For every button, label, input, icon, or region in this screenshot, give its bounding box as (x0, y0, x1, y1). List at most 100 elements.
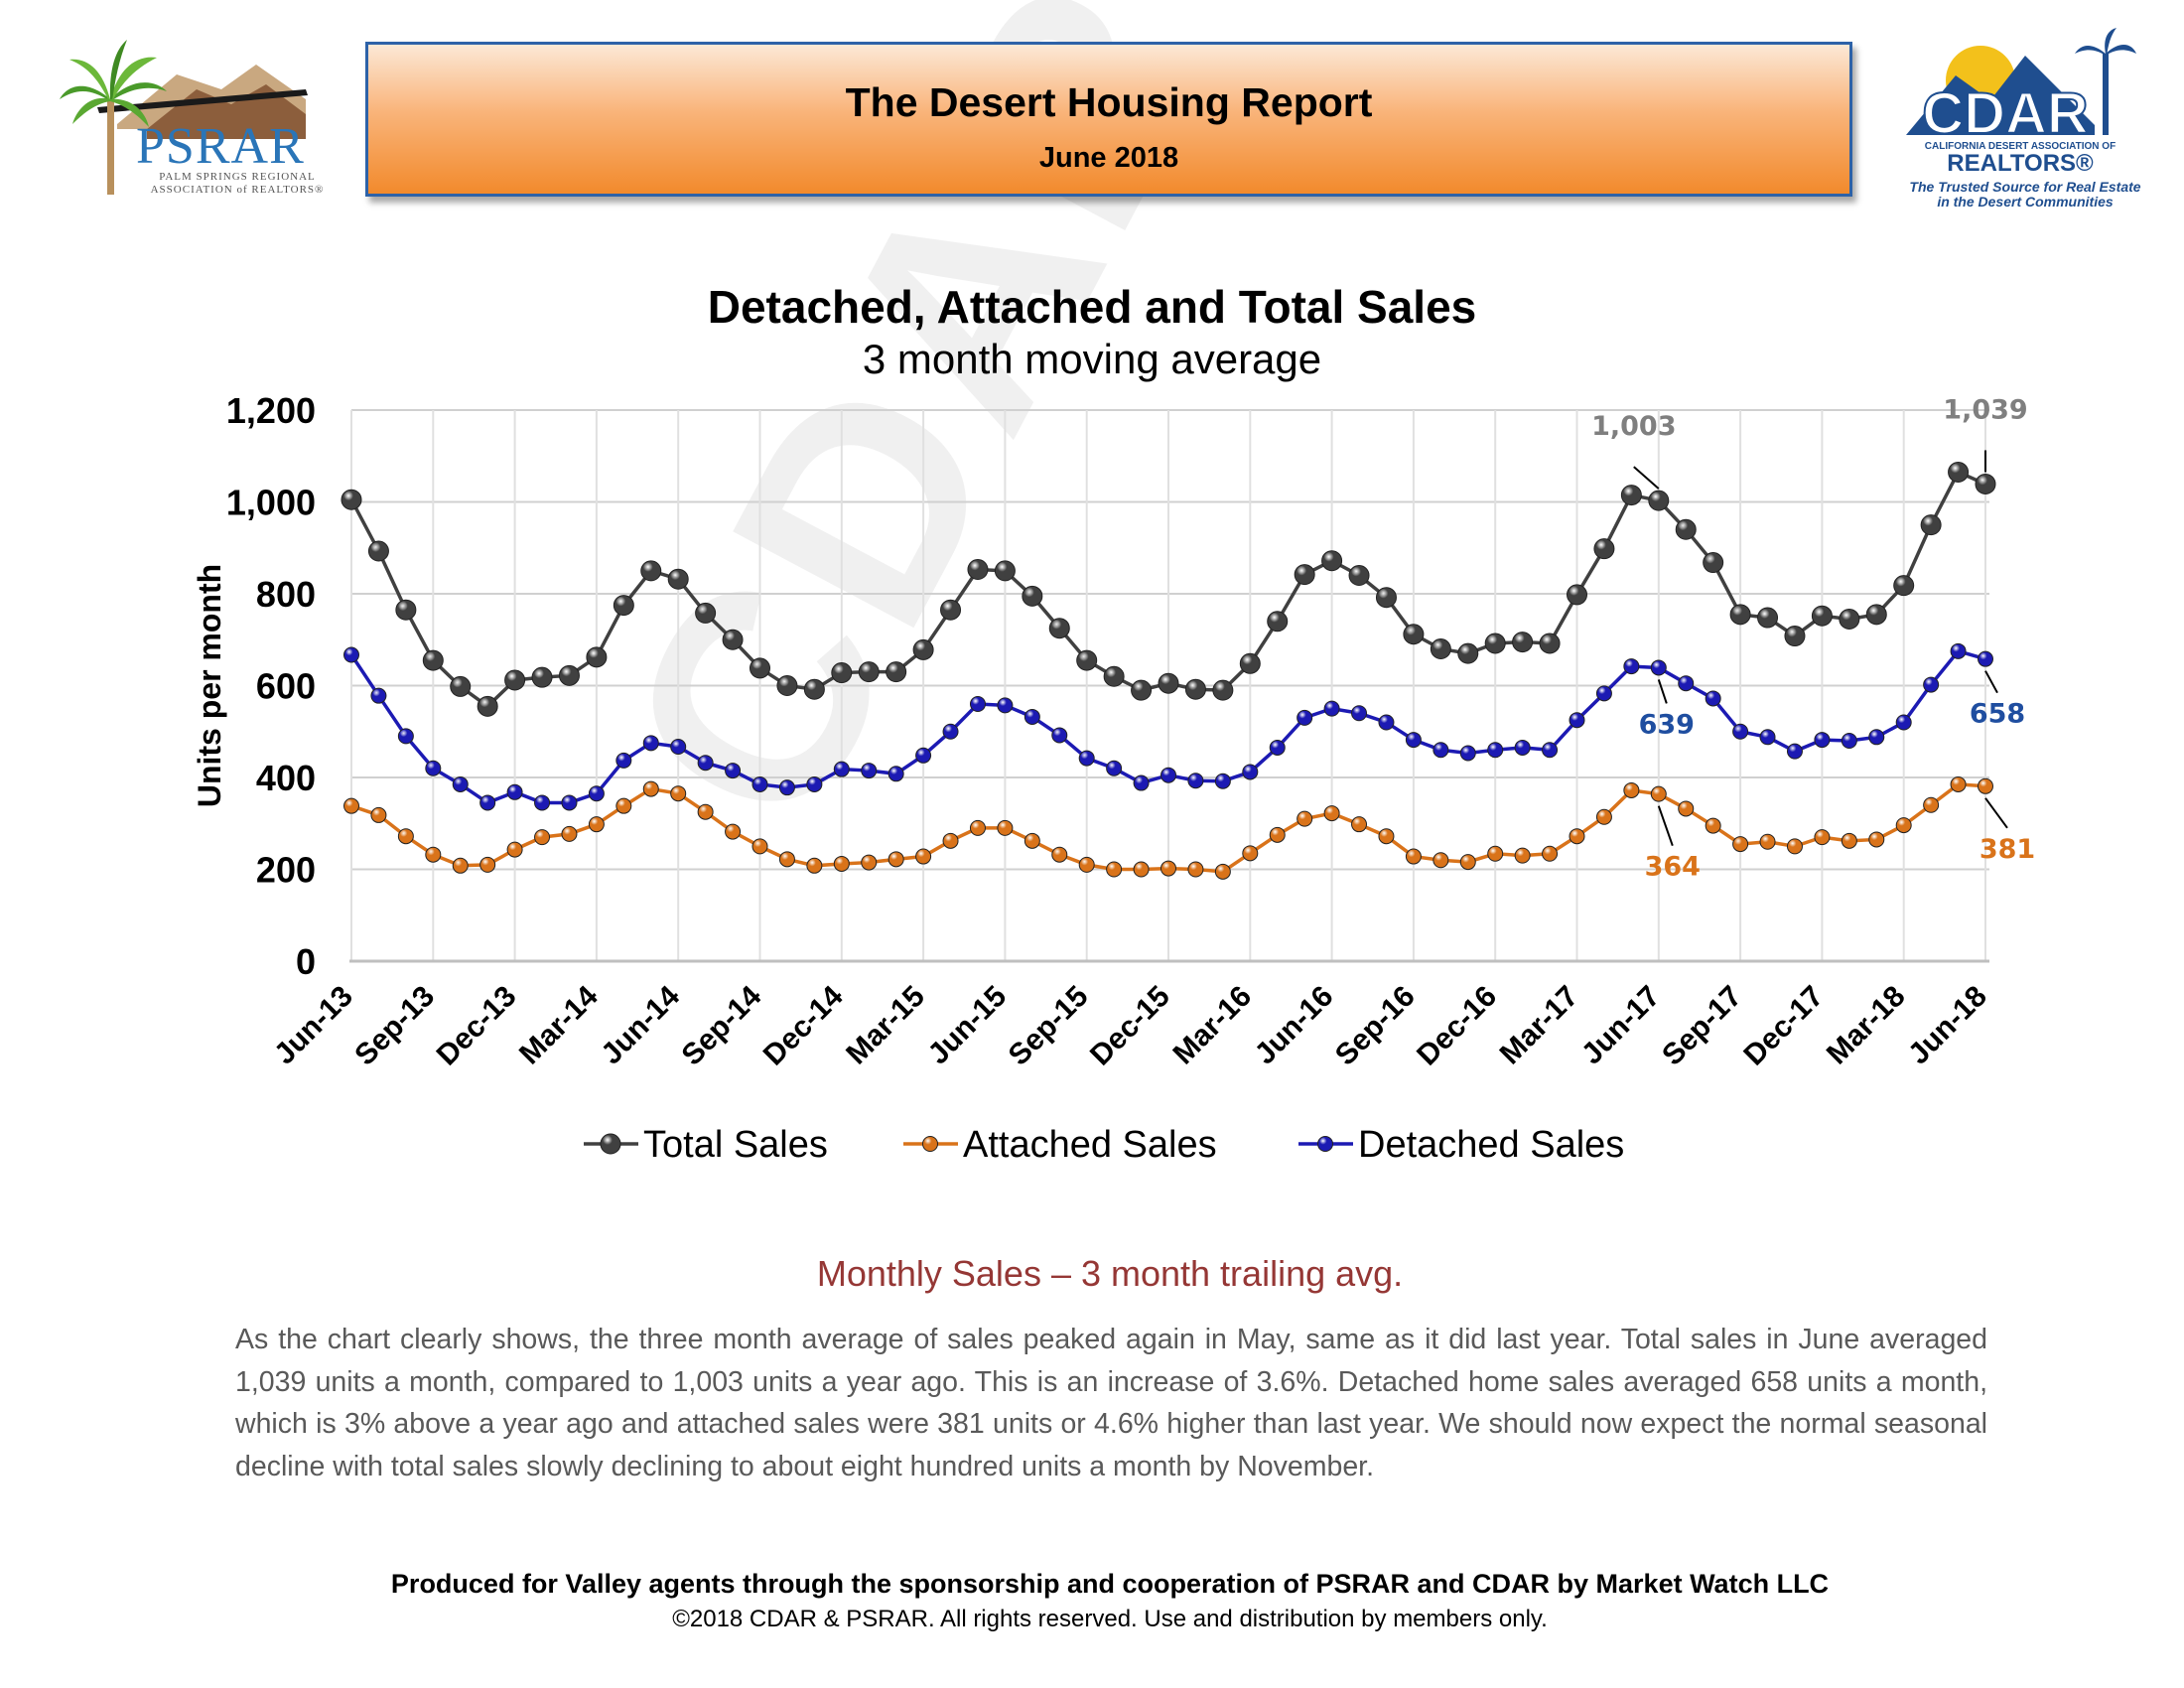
data-point (1865, 604, 1887, 626)
data-point (1514, 847, 1531, 864)
report-title: The Desert Housing Report (845, 79, 1373, 125)
data-point (1212, 679, 1234, 701)
data-point (506, 841, 523, 858)
data-point (667, 568, 689, 590)
data-point (1759, 833, 1776, 850)
legend-item: Total Sales (584, 1124, 828, 1166)
annotation-leader (1633, 466, 1660, 490)
data-point (1375, 587, 1397, 609)
data-point (343, 797, 359, 814)
psrar-logo-text: PSRAR (136, 118, 305, 175)
x-tick-label: Mar-17 (1494, 980, 1585, 1071)
data-point (670, 739, 687, 756)
data-point (912, 638, 934, 660)
data-point (1786, 838, 1803, 855)
data-point (670, 785, 687, 802)
data-point (803, 678, 825, 700)
data-point (561, 825, 578, 842)
data-point (1595, 685, 1612, 702)
data-label: 658 (1970, 699, 2025, 730)
legend-marker (1317, 1136, 1333, 1152)
legend-item: Detached Sales (1298, 1124, 1624, 1166)
data-point (588, 785, 605, 802)
x-tick-label: Sep-15 (1003, 980, 1095, 1072)
data-point (1620, 485, 1642, 506)
data-point (370, 806, 387, 823)
data-point (861, 763, 878, 779)
x-tick-label: Sep-14 (675, 979, 767, 1071)
data-point (586, 646, 608, 668)
x-tick-label: Sep-17 (1656, 980, 1748, 1072)
data-point (1433, 852, 1449, 869)
data-point (1048, 618, 1070, 639)
x-tick-label: Mar-15 (840, 980, 931, 1071)
data-point (1484, 633, 1506, 654)
data-point (640, 560, 662, 582)
sales-line-chart: 02004006008001,0001,200Jun-13Sep-13Dec-1… (192, 390, 2035, 1166)
data-point (642, 780, 659, 797)
data-point (942, 723, 959, 740)
cdar-logo: CDAR CALIFORNIA DESERT ASSOCIATION OF RE… (1906, 28, 2136, 175)
data-label: 1,003 (1591, 411, 1676, 442)
data-point (1841, 832, 1857, 849)
data-point (725, 763, 742, 779)
data-point (725, 823, 742, 840)
data-point (425, 760, 442, 776)
data-point (452, 775, 469, 792)
data-point (450, 675, 472, 697)
data-point (1757, 607, 1779, 629)
data-point (1294, 564, 1315, 586)
data-point (1814, 829, 1831, 846)
data-point (1893, 575, 1915, 597)
data-point (1623, 658, 1640, 675)
data-point (1242, 764, 1259, 780)
data-point (806, 857, 823, 874)
data-point (1487, 742, 1504, 759)
legend-marker (600, 1133, 621, 1155)
data-point (1839, 608, 1860, 630)
x-tick-label: Sep-13 (348, 980, 441, 1072)
footer-sponsorship: Produced for Valley agents through the s… (390, 1569, 1830, 1599)
data-point (1732, 723, 1749, 740)
data-point (1593, 538, 1615, 560)
data-point (1051, 846, 1068, 863)
legend-item: Attached Sales (903, 1124, 1217, 1166)
data-point (588, 816, 605, 833)
psrar-logo (60, 40, 308, 195)
data-point (534, 794, 551, 811)
data-point (1895, 817, 1912, 834)
data-point (1650, 785, 1667, 802)
annotation-leader (1657, 805, 1674, 846)
data-point (615, 797, 632, 814)
data-point (1078, 750, 1095, 767)
data-point (1297, 810, 1313, 827)
y-tick-label: 800 (256, 574, 316, 615)
data-point (1975, 473, 1996, 494)
data-point (1351, 705, 1368, 722)
data-point (1978, 650, 1993, 667)
legend-label: Detached Sales (1358, 1124, 1624, 1166)
data-point (1184, 678, 1206, 700)
data-point (531, 666, 553, 688)
data-point (341, 489, 362, 510)
data-point (1811, 605, 1833, 627)
data-label: 639 (1639, 709, 1695, 740)
data-point (1950, 775, 1967, 792)
data-label: 381 (1979, 834, 2035, 865)
annotation-leader (1984, 797, 2008, 829)
data-point (1160, 767, 1176, 783)
x-tick-label: Mar-18 (1821, 980, 1912, 1071)
chart-title: Detached, Attached and Total Sales (707, 281, 1477, 333)
legend-label: Total Sales (643, 1124, 828, 1166)
data-point (1542, 845, 1559, 862)
data-point (642, 735, 659, 752)
data-point (1078, 856, 1095, 873)
data-point (969, 819, 986, 836)
report-date: June 2018 (1038, 142, 1179, 174)
data-label: 364 (1645, 852, 1701, 883)
data-point (422, 649, 444, 671)
data-point (1595, 808, 1612, 825)
annotation-leader (1984, 670, 1998, 694)
data-point (1514, 739, 1531, 756)
data-point (370, 687, 387, 704)
